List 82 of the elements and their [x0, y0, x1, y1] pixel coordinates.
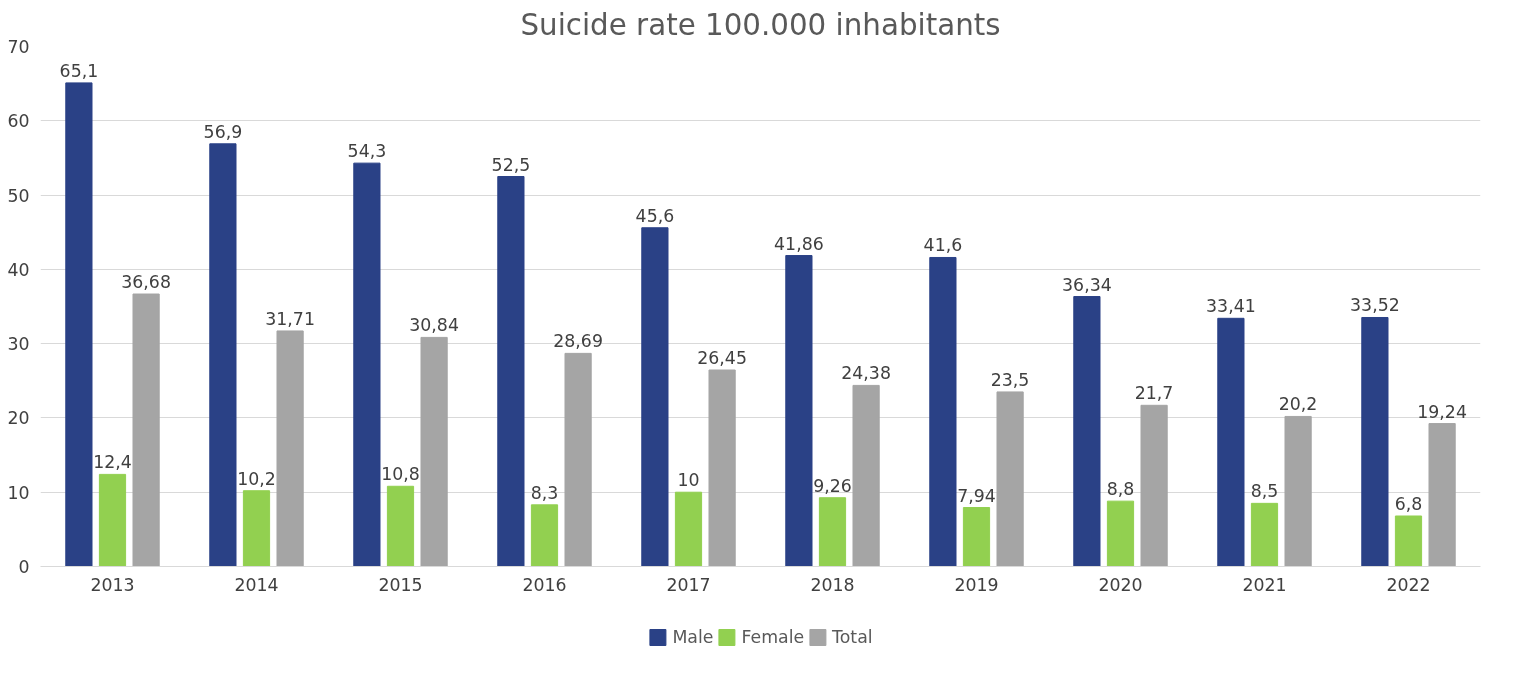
- bar: [996, 391, 1024, 567]
- data-label: 41,6: [923, 235, 963, 256]
- data-label: 54,3: [347, 141, 387, 162]
- bar: [1106, 500, 1135, 567]
- bar: [65, 82, 93, 567]
- y-tick-label: 40: [7, 259, 30, 280]
- legend-label: Total: [832, 626, 873, 647]
- data-label: 36,34: [1062, 274, 1112, 295]
- bar: [98, 473, 127, 567]
- data-label: 21,7: [1134, 383, 1174, 404]
- x-tick-label: 2017: [666, 574, 711, 595]
- bar: [1250, 502, 1279, 567]
- y-tick-label: 0: [18, 557, 30, 577]
- x-tick-label: 2016: [522, 574, 567, 595]
- x-tick-label: 2020: [1098, 574, 1143, 595]
- bar: [497, 176, 525, 567]
- data-label: 24,38: [841, 363, 891, 384]
- data-label: 9,26: [813, 475, 852, 496]
- x-tick-label: 2018: [810, 574, 855, 595]
- y-tick-label: 70: [7, 37, 30, 57]
- data-label: 65,1: [59, 60, 99, 81]
- bar: [353, 162, 381, 567]
- bar: [785, 255, 813, 567]
- x-tick-label: 2013: [90, 574, 135, 595]
- data-label: 52,5: [491, 154, 531, 175]
- bar: [818, 497, 847, 567]
- data-label: 8,3: [530, 482, 559, 503]
- data-label: 8,8: [1106, 479, 1135, 500]
- bar: [276, 330, 304, 567]
- bar: [420, 336, 448, 567]
- data-label: 33,41: [1206, 296, 1256, 317]
- bar: [929, 256, 957, 567]
- x-tick-label: 2015: [378, 574, 423, 595]
- data-label: 8,5: [1250, 481, 1279, 502]
- y-tick-label: 30: [7, 334, 30, 355]
- bar: [1284, 415, 1312, 567]
- bar: [386, 485, 415, 567]
- y-tick-label: 10: [7, 482, 30, 503]
- data-label: 56,9: [203, 121, 243, 142]
- data-label: 6,8: [1394, 493, 1423, 514]
- bar: [1140, 404, 1168, 567]
- data-label: 12,4: [93, 452, 132, 473]
- data-label: 30,84: [409, 315, 459, 336]
- legend-label: Female: [741, 626, 805, 647]
- bar: [852, 384, 880, 567]
- data-label: 45,6: [635, 205, 675, 226]
- bar: [564, 352, 592, 567]
- y-tick-label: 20: [7, 408, 30, 429]
- bar: [132, 293, 160, 567]
- bar: [1217, 317, 1245, 567]
- bar: [1073, 296, 1101, 567]
- data-label: 23,5: [990, 369, 1030, 390]
- bar: [708, 369, 736, 567]
- data-label: 41,86: [774, 233, 824, 254]
- bar: [1361, 316, 1389, 567]
- data-label: 20,2: [1278, 394, 1318, 415]
- data-label: 33,52: [1350, 295, 1400, 316]
- bar: [242, 490, 271, 567]
- bar: [209, 143, 237, 567]
- x-tick-label: 2022: [1386, 574, 1431, 595]
- bar: [962, 507, 991, 567]
- data-label: 31,71: [265, 308, 315, 329]
- y-tick-label: 60: [7, 111, 30, 132]
- data-label: 10,2: [237, 468, 276, 489]
- bar: [1428, 423, 1456, 567]
- x-tick-label: 2019: [954, 574, 999, 595]
- data-label: 10,8: [381, 464, 420, 485]
- x-tick-label: 2014: [234, 574, 279, 595]
- legend-label: Male: [672, 626, 714, 647]
- bar: [641, 227, 669, 567]
- x-tick-label: 2021: [1242, 574, 1287, 595]
- data-label: 26,45: [697, 348, 747, 369]
- y-tick-label: 50: [7, 185, 30, 206]
- bar: [530, 504, 559, 567]
- data-label: 28,69: [553, 331, 603, 352]
- bar: [1394, 515, 1423, 567]
- data-label: 7,94: [957, 485, 996, 506]
- data-label: 36,68: [121, 272, 171, 293]
- chart-title: Suicide rate 100.000 inhabitants: [520, 7, 1001, 42]
- data-label: 10: [677, 470, 700, 491]
- data-label: 19,24: [1417, 401, 1467, 422]
- bar: [674, 491, 703, 567]
